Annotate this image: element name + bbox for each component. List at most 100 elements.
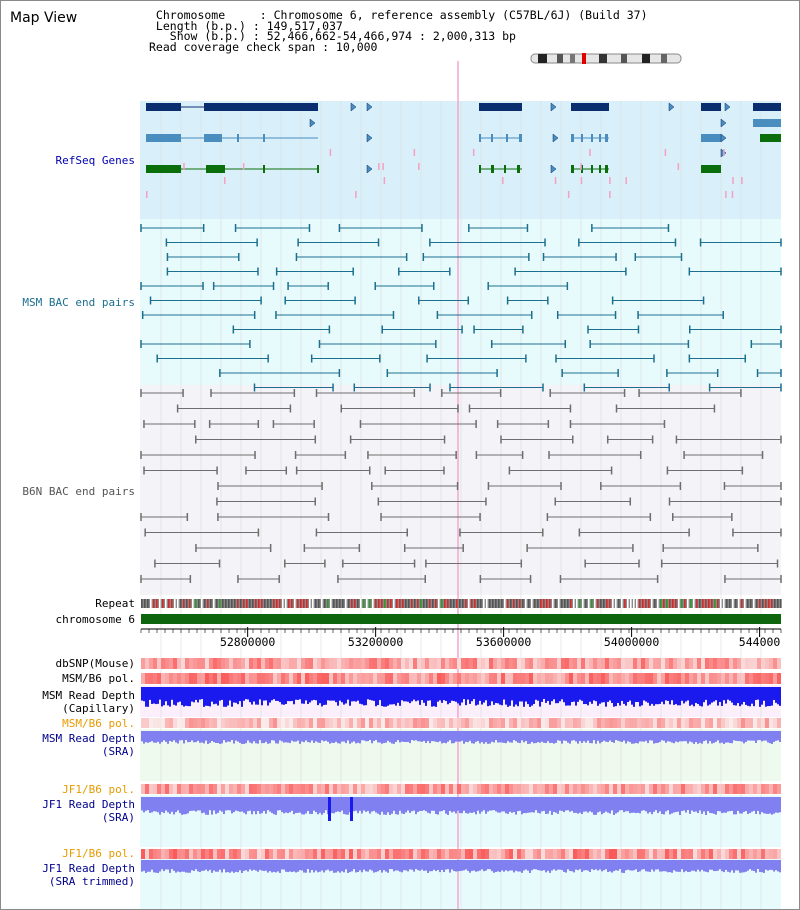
depth-bar	[307, 731, 309, 743]
heat-cell	[437, 673, 441, 684]
heat-cell	[585, 784, 589, 794]
heat-cell	[505, 849, 509, 859]
label-msm-b6-pol-2[interactable]: MSM/B6 pol.	[62, 717, 135, 730]
repeat-element	[543, 599, 545, 608]
heat-cell	[725, 718, 729, 728]
heat-cell	[733, 658, 737, 669]
depth-bar	[291, 731, 293, 741]
repeat-element	[768, 599, 770, 608]
depth-bar	[165, 797, 167, 811]
depth-bar	[263, 860, 265, 871]
heat-cell	[777, 673, 781, 684]
heat-cell	[409, 784, 413, 794]
depth-bar	[505, 797, 507, 814]
depth-bar	[175, 687, 177, 706]
depth-bar	[535, 731, 537, 744]
heat-cell	[685, 849, 689, 859]
depth-bar	[719, 797, 721, 812]
heat-cell	[701, 849, 705, 859]
repeat-element	[711, 599, 713, 608]
depth-bar	[367, 797, 369, 812]
heat-cell	[373, 784, 377, 794]
depth-bar	[689, 797, 691, 814]
heat-cell	[373, 673, 377, 684]
depth-bar	[705, 687, 707, 700]
depth-bar	[483, 687, 485, 703]
axis-tick-label: 544000	[739, 635, 781, 649]
label-jf1-read-depth-sra[interactable]: JF1 Read Depth (SRA)	[42, 798, 135, 824]
heat-cell	[489, 784, 493, 794]
label-refseq-genes[interactable]: RefSeq Genes	[55, 154, 135, 167]
heat-cell	[489, 673, 493, 684]
depth-bar	[189, 797, 191, 812]
depth-bar	[675, 797, 677, 812]
label-jf1-b6-pol-1[interactable]: JF1/B6 pol.	[62, 783, 135, 796]
depth-bar	[559, 797, 561, 811]
heat-cell	[449, 658, 453, 669]
depth-bar	[663, 687, 665, 705]
depth-bar	[211, 797, 213, 815]
heat-cell	[617, 784, 621, 794]
label-jf1-b6-pol-2[interactable]: JF1/B6 pol.	[62, 847, 135, 860]
label-chromosome-6[interactable]: chromosome 6	[55, 613, 135, 626]
label-msm-b6-pol-1[interactable]: MSM/B6 pol.	[62, 672, 135, 685]
depth-bar	[765, 797, 767, 814]
depth-bar	[663, 860, 665, 872]
heat-cell	[305, 718, 309, 728]
depth-bar	[433, 860, 435, 870]
depth-bar	[549, 731, 551, 744]
label-jf1-read-depth-trim[interactable]: JF1 Read Depth (SRA trimmed)	[42, 862, 135, 888]
depth-bar	[681, 731, 683, 742]
depth-bar	[779, 687, 781, 706]
label-msm-bac[interactable]: MSM BAC end pairs	[22, 296, 135, 309]
heat-cell	[481, 673, 485, 684]
depth-bar	[679, 687, 681, 706]
heat-cell	[737, 658, 741, 669]
label-msm-read-depth-cap[interactable]: MSM Read Depth (Capillary)	[42, 689, 135, 715]
depth-bar	[505, 687, 507, 705]
repeat-element	[522, 599, 524, 608]
label-msm-read-depth-sra[interactable]: MSM Read Depth (SRA)	[42, 732, 135, 758]
heat-cell	[749, 658, 753, 669]
depth-bar	[229, 731, 231, 742]
depth-bar	[777, 687, 779, 705]
depth-bar	[757, 860, 759, 870]
repeat-element	[519, 599, 521, 608]
depth-bar	[387, 860, 389, 873]
heat-cell	[241, 849, 245, 859]
depth-bar	[343, 731, 345, 742]
heat-cell	[305, 673, 309, 684]
heat-cell	[557, 718, 561, 728]
depth-bar	[247, 797, 249, 812]
heat-cell	[165, 718, 169, 728]
depth-bar	[735, 797, 737, 815]
repeat-element	[540, 599, 542, 608]
label-b6n-bac[interactable]: B6N BAC end pairs	[22, 485, 135, 498]
label-dbsnp[interactable]: dbSNP(Mouse)	[55, 657, 135, 670]
repeat-element	[219, 599, 221, 608]
depth-bar	[545, 687, 547, 703]
depth-bar	[717, 731, 719, 741]
heat-cell	[233, 784, 237, 794]
heat-cell	[205, 849, 209, 859]
heat-cell	[717, 849, 721, 859]
depth-bar	[157, 687, 159, 704]
depth-bar	[307, 687, 309, 705]
depth-bar	[399, 731, 401, 743]
heat-cell	[593, 849, 597, 859]
depth-bar	[727, 860, 729, 872]
depth-bar	[629, 797, 631, 814]
depth-bar	[323, 797, 325, 813]
heat-cell	[569, 673, 573, 684]
heat-cell	[357, 658, 361, 669]
heat-cell	[497, 784, 501, 794]
depth-bar	[277, 797, 279, 811]
depth-bar	[581, 687, 583, 701]
depth-bar	[523, 731, 525, 743]
depth-bar	[343, 797, 345, 815]
heat-cell	[445, 849, 449, 859]
label-repeat[interactable]: Repeat	[95, 597, 135, 610]
heat-cell	[773, 784, 777, 794]
depth-bar	[571, 797, 573, 811]
